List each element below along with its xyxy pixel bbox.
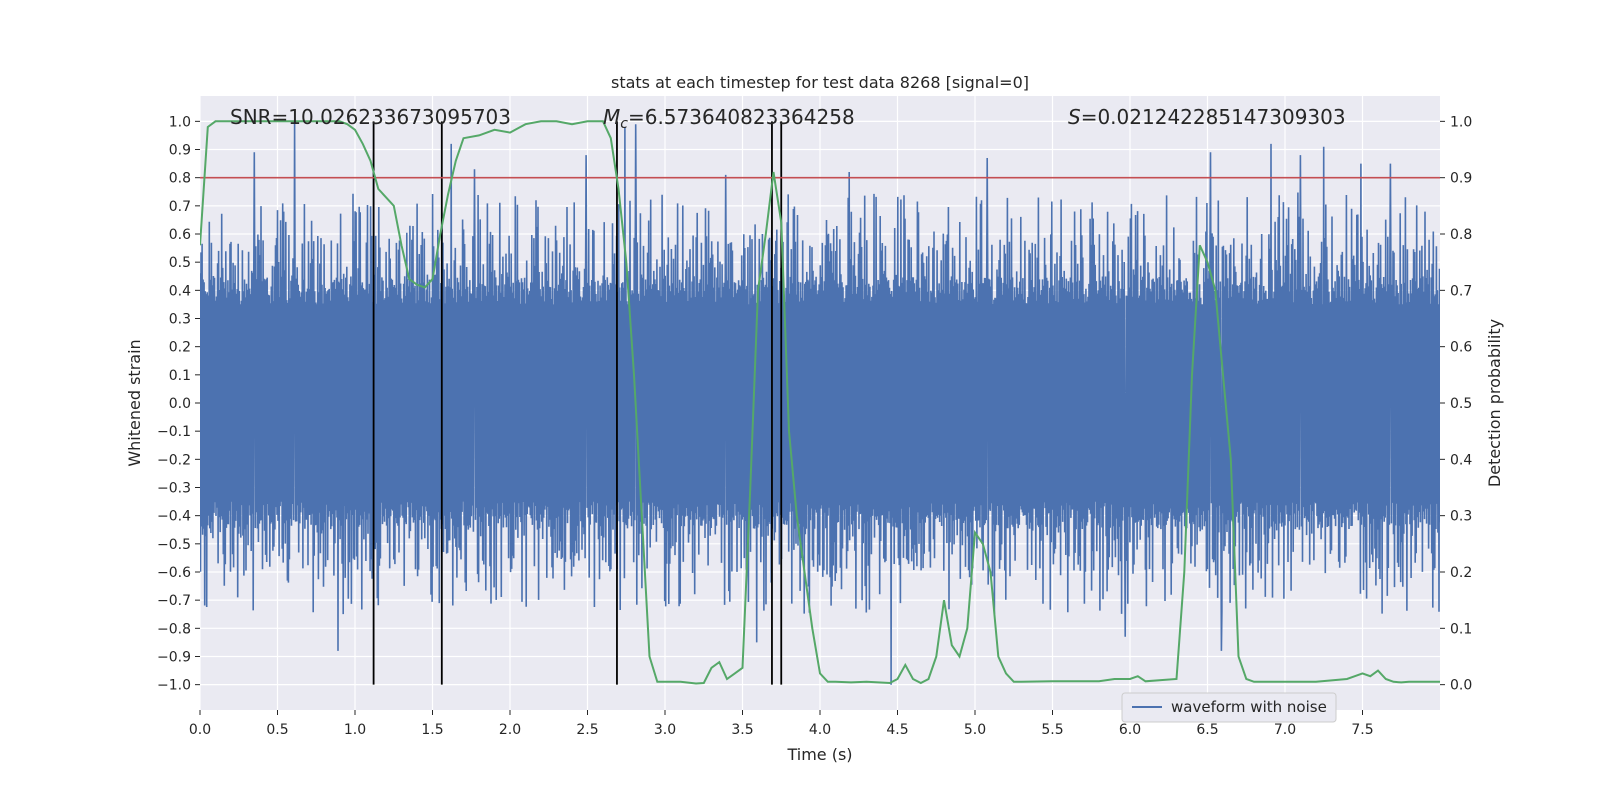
x-tick-label: 0.0 [189,722,211,738]
s-symbol: S [1068,105,1081,129]
y-tick-label-left: 0.6 [169,227,191,243]
x-tick-label: 4.5 [886,722,908,738]
y-tick-label-left: 0.8 [169,171,191,187]
y-tick-label-right: 0.6 [1450,340,1472,356]
y-tick-label-left: −0.6 [157,565,191,581]
y-ticks-right: 1.0 0.9 0.8 0.7 0.6 0.5 0.4 0.3 0.2 0.1 0.0 [1440,114,1472,694]
x-tick-label: 5.0 [964,722,986,738]
y-tick-label-left: 1.0 [169,114,191,130]
mc-symbol: M [603,105,620,129]
legend: waveform with noise [1121,692,1337,723]
x-tick-label: 7.0 [1274,722,1296,738]
snr-annotation: SNR=10.026233673095703 [230,105,511,129]
y-tick-label-right: 0.3 [1450,509,1472,525]
y-tick-label-right: 0.0 [1450,678,1472,694]
y-tick-label-left: −1.0 [157,678,191,694]
x-tick-label: 0.5 [266,722,288,738]
x-tick-label: 3.5 [731,722,753,738]
x-ticks: 0.0 0.5 1.0 1.5 2.0 2.5 3.0 3.5 4.0 4.5 5.0 5.5 6.0 6… [189,710,1374,738]
chart-title: stats at each timestep for test data 826… [611,73,1029,92]
legend-entry: waveform with noise [1171,698,1327,716]
y-tick-label-right: 0.1 [1450,621,1472,637]
x-tick-label: 7.5 [1351,722,1373,738]
x-tick-label: 4.0 [809,722,831,738]
y-tick-label-left: 0.0 [169,396,191,412]
y-tick-label-left: −0.1 [157,424,191,440]
x-tick-label: 6.0 [1119,722,1141,738]
y-tick-label-left: −0.8 [157,621,191,637]
x-tick-label: 1.0 [344,722,366,738]
y-tick-label-left: 0.4 [169,283,191,299]
y-tick-label-left: 0.7 [169,199,191,215]
y-tick-label-left: 0.2 [169,340,191,356]
x-tick-label: 3.0 [654,722,676,738]
y-tick-label-right: 0.8 [1450,227,1472,243]
y-axis-label-left: Whitened strain [125,339,144,466]
x-axis-label: Time (s) [786,745,852,764]
s-annotation: S=0.021242285147309303 [1068,105,1346,129]
y-tick-label-right: 1.0 [1450,114,1472,130]
y-tick-label-left: 0.3 [169,312,191,328]
y-tick-label-right: 0.5 [1450,396,1472,412]
y-axis-label-right: Detection probability [1485,319,1504,487]
x-tick-label: 2.5 [576,722,598,738]
legend-box [1121,692,1337,723]
y-tick-label-right: 0.9 [1450,171,1472,187]
y-tick-label-left: −0.5 [157,537,191,553]
x-tick-label: 1.5 [421,722,443,738]
y-tick-label-left: 0.5 [169,255,191,271]
y-tick-label-right: 0.2 [1450,565,1472,581]
probability-series [200,120,1440,685]
y-tick-label-left: −0.2 [157,452,191,468]
y-tick-label-right: 0.7 [1450,283,1472,299]
y-tick-label-left: −0.3 [157,480,191,496]
y-tick-label-left: −0.7 [157,593,191,609]
mc-subscript: c [620,116,628,132]
x-tick-label: 6.5 [1196,722,1218,738]
s-value: =0.021242285147309303 [1081,105,1346,129]
y-tick-label-left: 0.1 [169,368,191,384]
x-tick-label: 5.5 [1041,722,1063,738]
y-tick-label-left: 0.9 [169,143,191,159]
y-ticks-left: 1.0 0.9 0.8 0.7 0.6 0.5 0.4 0.3 0.2 0.1 0.0 −0.1 −0.… [157,114,200,694]
mc-annotation: Mc=6.573640823364258 [603,105,855,132]
vertical-markers [372,121,783,685]
y-tick-label-right: 0.4 [1450,452,1472,468]
y-tick-label-left: −0.4 [157,509,191,525]
mc-value: =6.573640823364258 [628,105,855,129]
x-tick-label: 2.0 [499,722,521,738]
y-tick-label-left: −0.9 [157,649,191,665]
